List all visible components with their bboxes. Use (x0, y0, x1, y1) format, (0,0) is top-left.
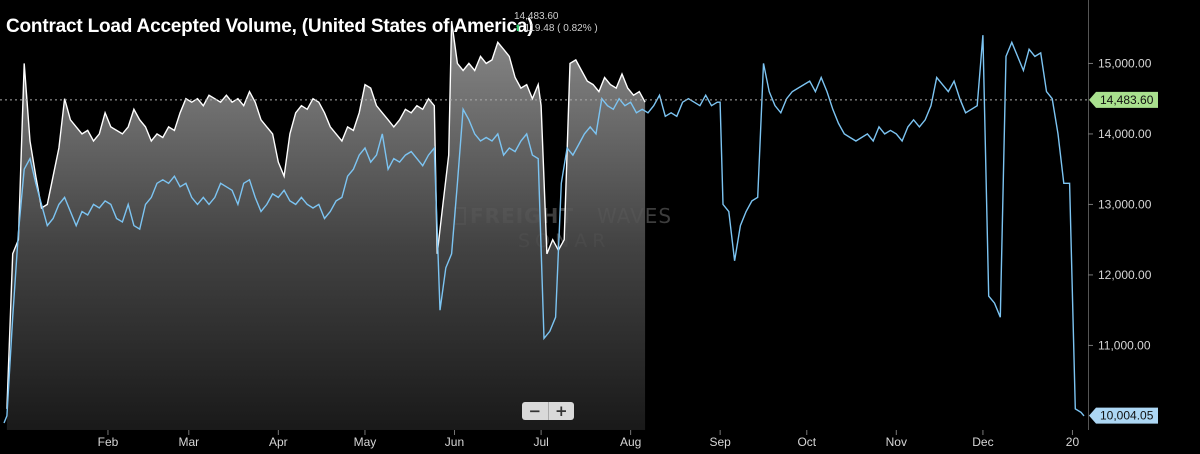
y-tick-label: 15,000.00 (1098, 56, 1152, 70)
x-tick-label: Jun (445, 435, 464, 449)
x-tick-label: Aug (620, 435, 641, 449)
x-tick-label: Dec (972, 435, 993, 449)
x-tick-label: 20 (1066, 435, 1080, 449)
x-tick-label: Apr (269, 435, 288, 449)
prior-series-line (6, 21, 646, 409)
y-tick-label: 13,000.00 (1098, 197, 1152, 211)
x-tick-label: Oct (797, 435, 816, 449)
current-series-line (3, 35, 1085, 424)
chart-title: Contract Load Accepted Volume, (United S… (6, 16, 534, 37)
x-tick-label: Sep (709, 435, 731, 449)
y-tick-label: 14,000.00 (1098, 127, 1152, 141)
y-tick-label: 12,000.00 (1098, 268, 1152, 282)
last-value-badge (1089, 407, 1158, 424)
zoom-control: − + (522, 402, 574, 420)
y-axis: 11,000.00 12,000.00 13,000.00 14,000.00 15,0… (1088, 56, 1152, 352)
x-tick-label: Mar (178, 435, 199, 449)
last-value-badges: 14,483.60 10,004.05 (1089, 91, 1158, 424)
zoom-in-button[interactable]: + (547, 402, 575, 420)
price-change: ⬆ 119.48 ( 0.82% ) (514, 23, 598, 34)
last-price: 14,483.60 (514, 11, 559, 22)
x-tick-label: Nov (886, 435, 907, 449)
y-tick-label: 11,000.00 (1098, 338, 1151, 352)
zoom-out-button[interactable]: − (522, 402, 548, 420)
arrow-up-icon: ⬆ (514, 23, 522, 33)
change-text: 119.48 ( 0.82% ) (524, 23, 598, 34)
last-value-badge (1089, 91, 1158, 108)
x-tick-label: Jul (533, 435, 548, 449)
series (3, 21, 1085, 430)
prior-series-area (6, 21, 646, 430)
x-tick-label: Feb (98, 435, 119, 449)
last-value-label: 10,004.05 (1100, 409, 1154, 423)
last-value-label: 14,483.60 (1100, 93, 1154, 107)
x-axis: Feb Mar Apr May Jun Jul Aug Sep Oct Nov Dec 20 (98, 430, 1080, 449)
x-tick-label: May (354, 435, 377, 449)
